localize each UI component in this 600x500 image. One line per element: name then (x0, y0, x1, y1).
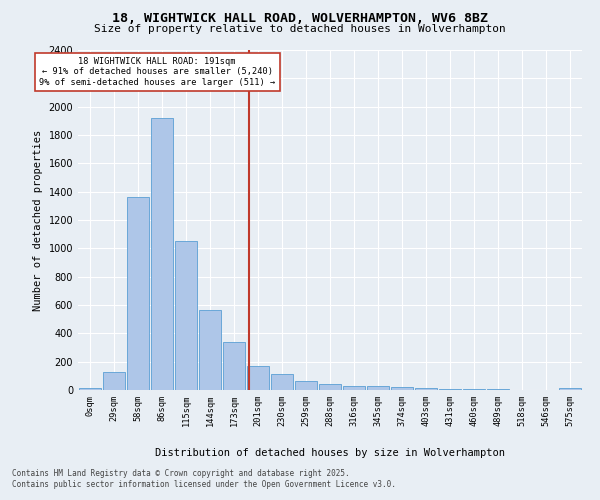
Text: Distribution of detached houses by size in Wolverhampton: Distribution of detached houses by size … (155, 448, 505, 458)
Y-axis label: Number of detached properties: Number of detached properties (33, 130, 43, 310)
Bar (271, 374, 293, 390)
Bar (247, 366, 269, 390)
Bar (415, 388, 437, 390)
Bar (199, 310, 221, 390)
Bar (295, 381, 317, 390)
Bar (343, 386, 365, 390)
Text: Contains HM Land Registry data © Crown copyright and database right 2025.: Contains HM Land Registry data © Crown c… (12, 469, 350, 478)
Bar (319, 384, 341, 390)
Bar (79, 388, 101, 390)
Bar (559, 388, 581, 390)
Bar (175, 240, 197, 390)
Text: Size of property relative to detached houses in Wolverhampton: Size of property relative to detached ho… (94, 24, 506, 34)
Text: Contains public sector information licensed under the Open Government Licence v3: Contains public sector information licen… (12, 480, 396, 489)
Bar (223, 342, 245, 390)
Bar (391, 387, 413, 390)
Bar (151, 118, 173, 390)
Text: 18, WIGHTWICK HALL ROAD, WOLVERHAMPTON, WV6 8BZ: 18, WIGHTWICK HALL ROAD, WOLVERHAMPTON, … (112, 12, 488, 26)
Bar (367, 386, 389, 390)
Text: 18 WIGHTWICK HALL ROAD: 191sqm
← 91% of detached houses are smaller (5,240)
9% o: 18 WIGHTWICK HALL ROAD: 191sqm ← 91% of … (39, 57, 275, 87)
Bar (127, 198, 149, 390)
Bar (103, 372, 125, 390)
